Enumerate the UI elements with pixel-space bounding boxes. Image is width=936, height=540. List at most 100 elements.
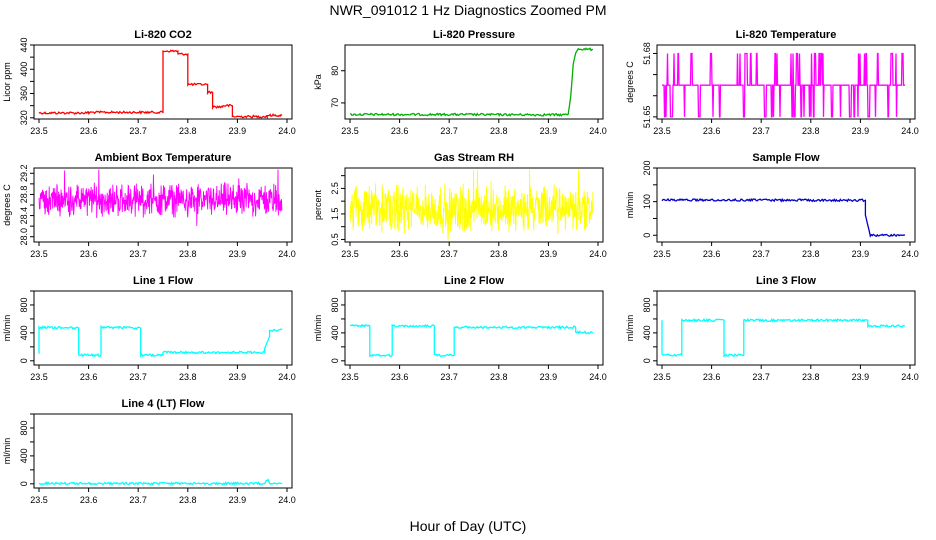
panel-8: Line 2 Flow ml/min 23.5 23.6 23.7 23.8 23.9 24.…: [313, 275, 607, 382]
panel-title: Li-820 CO2: [134, 29, 191, 41]
panel-1: Li-820 CO2 Licor ppm 23.5 23.6 23.7 23.8 23.9 2…: [2, 29, 296, 136]
x-tick-label: 23.8: [179, 372, 197, 382]
x-tick-label: 23.7: [129, 126, 147, 136]
x-tick-label: 23.6: [80, 249, 98, 259]
x-tick-label: 23.9: [229, 372, 247, 382]
x-tick-label: 23.5: [30, 126, 48, 136]
y-tick-label: 0: [330, 358, 340, 363]
x-tick-label: 23.6: [703, 126, 721, 136]
panel-9: Line 3 Flow ml/min 23.5 23.6 23.7 23.8 23.9 24.…: [625, 275, 919, 382]
y-tick-label: 200: [642, 160, 652, 175]
x-tick-label: 23.9: [852, 372, 870, 382]
x-tick-label: 23.6: [703, 372, 721, 382]
y-tick-label: 100: [642, 194, 652, 209]
x-tick-label: 23.6: [391, 372, 409, 382]
x-tick-label: 23.6: [80, 372, 98, 382]
plot-frame: [656, 290, 916, 366]
panel-2: Li-820 Pressure kPa 23.5 23.6 23.7 23.8 23.9 24…: [313, 29, 607, 136]
y-tick-label: 400: [642, 325, 652, 340]
plot-frame: [33, 413, 293, 489]
x-tick-label: 24.0: [278, 372, 296, 382]
panel-title: Line 4 (LT) Flow: [122, 398, 205, 410]
x-tick-label: 23.7: [129, 249, 147, 259]
panel-ylabel: Licor ppm: [2, 62, 12, 102]
x-tick-label: 23.8: [802, 249, 820, 259]
x-tick-label: 23.6: [391, 249, 409, 259]
x-tick-label: 23.7: [440, 249, 458, 259]
y-tick-label: 51.65: [642, 106, 652, 129]
plot-frame: [344, 44, 604, 120]
x-tick-label: 24.0: [589, 126, 607, 136]
panel-ylabel: ml/min: [625, 192, 635, 219]
x-tick-label: 23.9: [229, 495, 247, 505]
x-tick-label: 23.5: [653, 126, 671, 136]
x-tick-label: 24.0: [901, 126, 919, 136]
x-tick-label: 23.8: [490, 126, 508, 136]
x-tick-label: 23.7: [752, 126, 770, 136]
figure-title: NWR_091012 1 Hz Diagnostics Zoomed PM: [329, 2, 607, 18]
x-tick-label: 24.0: [901, 372, 919, 382]
x-tick-label: 23.8: [490, 372, 508, 382]
x-tick-label: 23.5: [653, 249, 671, 259]
series-line: [39, 478, 282, 486]
plot-frame: [33, 44, 293, 120]
panel-ylabel: ml/min: [2, 438, 12, 465]
x-tick-label: 24.0: [278, 495, 296, 505]
plot-frame: [33, 290, 293, 366]
x-tick-label: 23.7: [440, 126, 458, 136]
panel-title: Line 1 Flow: [133, 275, 193, 287]
x-tick-label: 23.5: [30, 249, 48, 259]
y-tick-label: 320: [19, 110, 29, 125]
plot-frame: [344, 290, 604, 366]
panel-title: Li-820 Pressure: [433, 29, 515, 41]
x-tick-label: 23.6: [703, 249, 721, 259]
y-tick-label: 400: [330, 325, 340, 340]
panel-5: Gas Stream RH percent 23.5 23.6 23.7 23.8 23.9…: [313, 152, 607, 259]
y-tick-label: 0.5: [330, 233, 340, 246]
x-tick-label: 23.7: [129, 495, 147, 505]
y-tick-label: 51.68: [642, 42, 652, 65]
y-tick-label: 400: [19, 325, 29, 340]
series-line: [349, 323, 594, 358]
y-tick-label: 28.0: [19, 228, 29, 246]
series-line: [661, 317, 906, 358]
x-tick-label: 23.9: [852, 126, 870, 136]
plot-frame: [656, 44, 916, 120]
x-tick-label: 23.8: [179, 126, 197, 136]
x-tick-label: 23.9: [540, 126, 558, 136]
x-tick-label: 23.5: [653, 372, 671, 382]
x-tick-label: 23.5: [30, 495, 48, 505]
x-tick-label: 24.0: [278, 249, 296, 259]
x-tick-label: 23.6: [80, 495, 98, 505]
panel-title: Sample Flow: [752, 152, 820, 164]
panel-4: Ambient Box Temperature degrees C 23.5 23.6…: [2, 152, 296, 259]
series-line: [661, 197, 906, 238]
series-line: [38, 49, 283, 119]
panel-title: Line 3 Flow: [756, 275, 816, 287]
x-tick-label: 23.5: [341, 372, 359, 382]
y-tick-label: 440: [19, 37, 29, 52]
y-tick-label: 80: [330, 66, 340, 76]
y-tick-label: 800: [330, 297, 340, 312]
y-tick-label: 0: [642, 358, 652, 363]
series-line: [349, 169, 594, 241]
panel-title: Li-820 Temperature: [736, 29, 837, 41]
x-tick-label: 23.6: [80, 126, 98, 136]
y-tick-label: 29.2: [19, 165, 29, 183]
x-tick-label: 23.8: [179, 249, 197, 259]
panel-10: Line 4 (LT) Flow ml/min 23.5 23.6 23.7 23.8 23…: [2, 398, 296, 505]
y-tick-label: 400: [19, 62, 29, 77]
series-line: [349, 47, 593, 117]
x-tick-label: 23.7: [129, 372, 147, 382]
y-tick-label: 800: [19, 420, 29, 435]
series-line: [662, 52, 905, 118]
plot-frame: [656, 167, 916, 243]
y-tick-label: 400: [19, 448, 29, 463]
x-tick-label: 23.9: [229, 126, 247, 136]
y-tick-label: 0: [642, 233, 652, 238]
x-tick-label: 23.5: [30, 372, 48, 382]
x-tick-label: 24.0: [278, 126, 296, 136]
x-tick-label: 23.6: [391, 126, 409, 136]
panel-6: Sample Flow ml/min 23.5 23.6 23.7 23.8 23.9 24.…: [625, 152, 919, 259]
